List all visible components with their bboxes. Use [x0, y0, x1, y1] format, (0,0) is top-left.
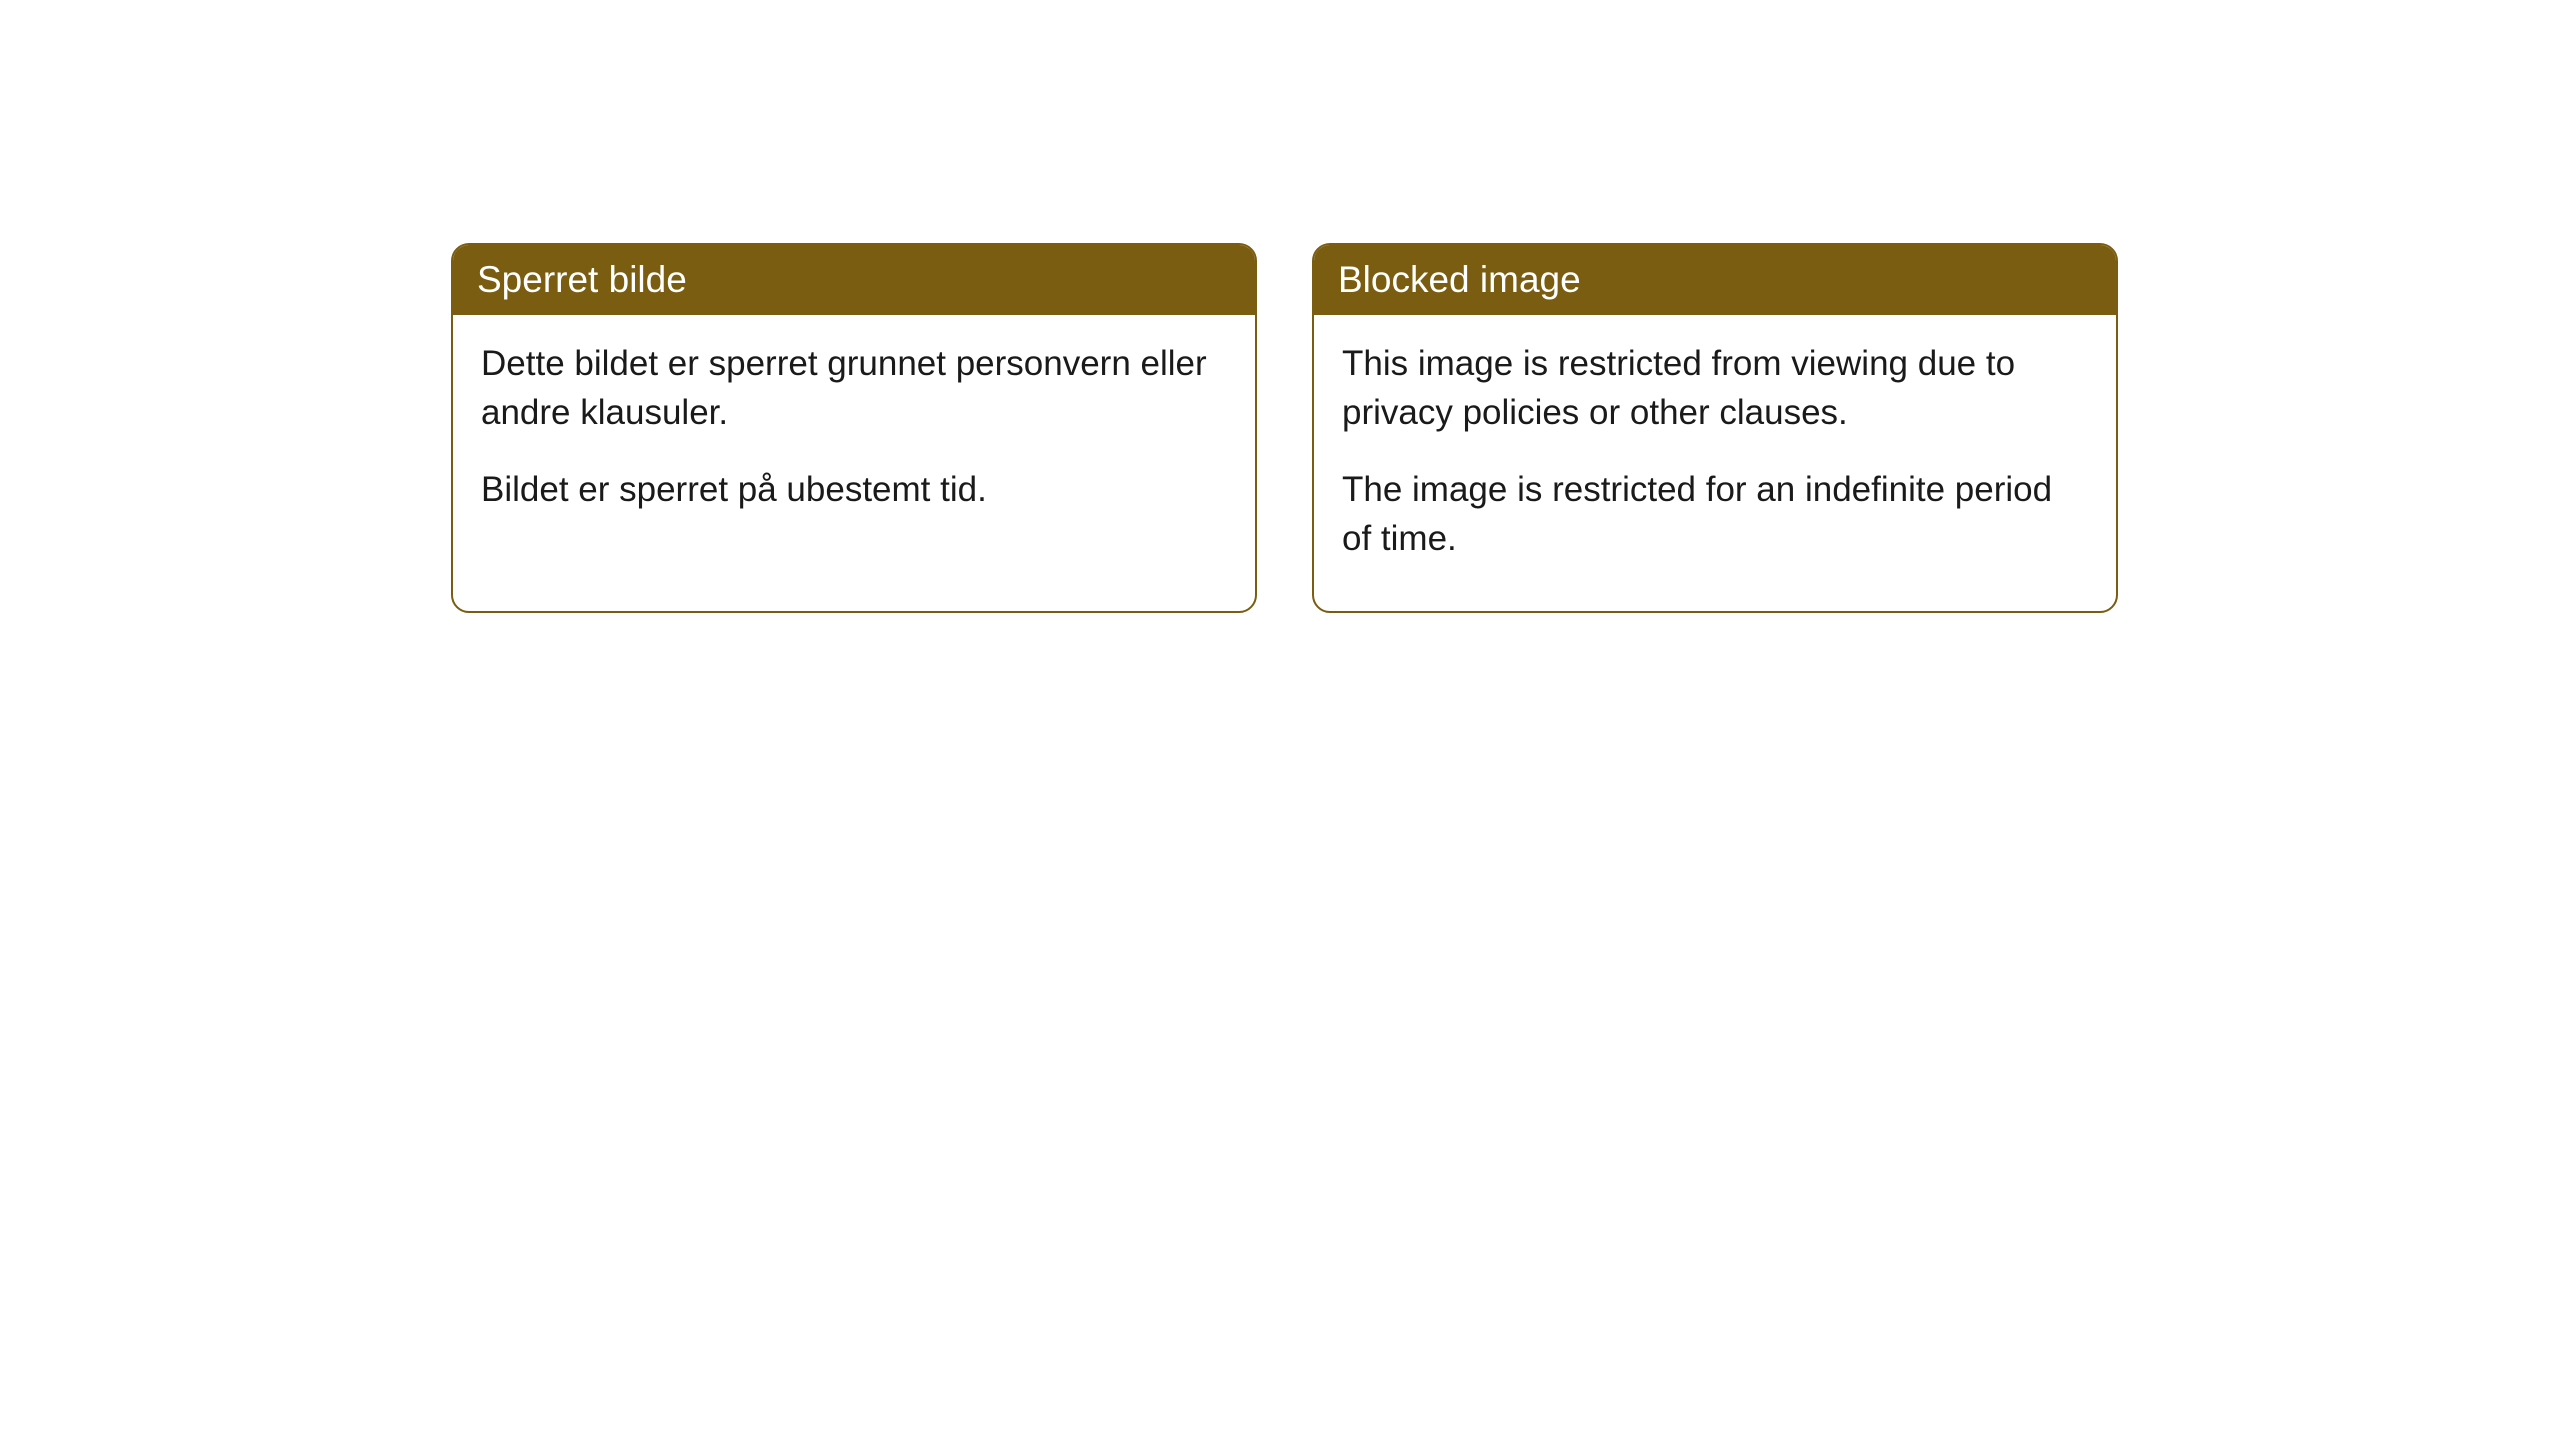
- card-header-norwegian: Sperret bilde: [453, 245, 1255, 315]
- notice-container: Sperret bilde Dette bildet er sperret gr…: [451, 243, 2118, 613]
- blocked-image-card-norwegian: Sperret bilde Dette bildet er sperret gr…: [451, 243, 1257, 613]
- card-paragraph-2-norwegian: Bildet er sperret på ubestemt tid.: [481, 465, 1227, 514]
- card-header-english: Blocked image: [1314, 245, 2116, 315]
- card-body-norwegian: Dette bildet er sperret grunnet personve…: [453, 315, 1255, 562]
- card-paragraph-2-english: The image is restricted for an indefinit…: [1342, 465, 2088, 563]
- blocked-image-card-english: Blocked image This image is restricted f…: [1312, 243, 2118, 613]
- card-body-english: This image is restricted from viewing du…: [1314, 315, 2116, 611]
- card-paragraph-1-english: This image is restricted from viewing du…: [1342, 339, 2088, 437]
- card-paragraph-1-norwegian: Dette bildet er sperret grunnet personve…: [481, 339, 1227, 437]
